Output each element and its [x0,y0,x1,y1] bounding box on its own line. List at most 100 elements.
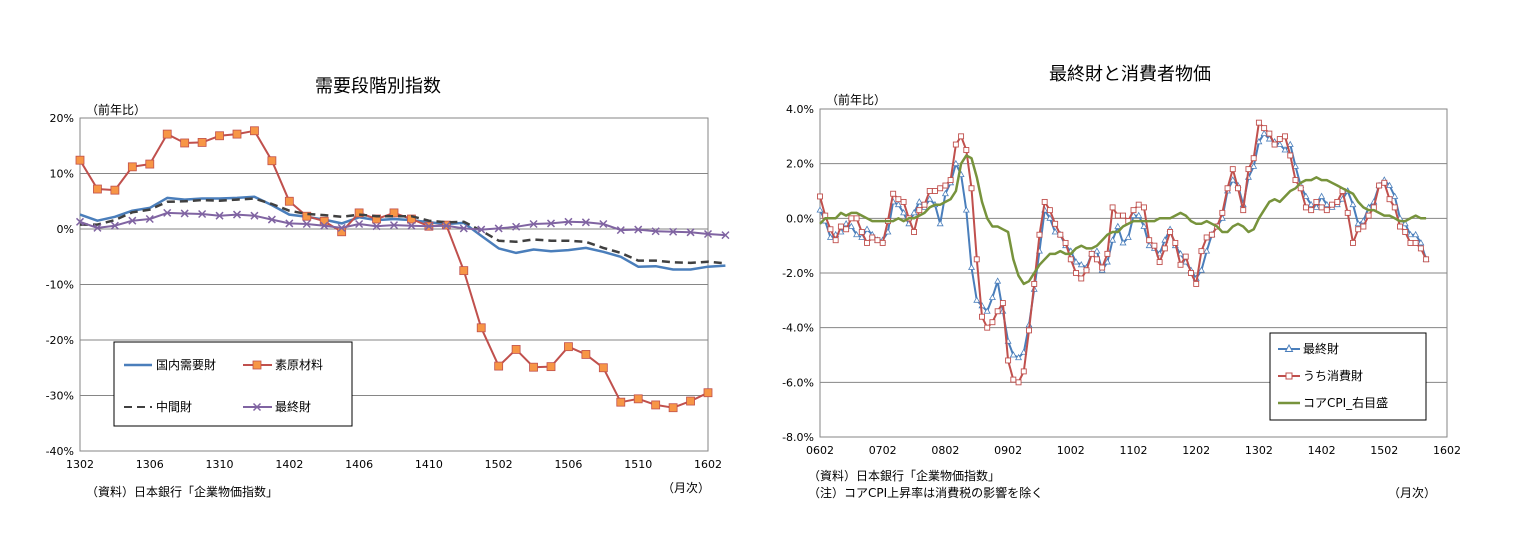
y-tick-label: 2.0% [786,158,814,171]
data-point [1078,275,1085,282]
data-point [817,193,823,200]
x-tick-label: 1302 [1245,444,1273,457]
data-point [1177,261,1184,268]
data-point [1188,270,1194,276]
data-point [1261,125,1268,132]
data-point [864,239,870,246]
data-point [1282,133,1288,140]
data-point [1208,231,1215,238]
data-point [215,131,224,141]
x-tick-label: 1510 [624,458,652,471]
data-point [529,362,538,372]
data-point [93,223,102,232]
left-chart: 需要段階別指数 （前年比） 20% 10% 0% -10% -20% -30% -40% 1… [46,76,730,499]
data-point [1073,270,1079,276]
data-point [952,141,959,148]
data-point [1229,176,1237,183]
data-point [1010,376,1017,383]
data-point [267,156,277,166]
series-0 [816,129,1430,361]
data-point [372,222,381,231]
right-footnote: （注）コアCPI上昇率は消費税の影響を除く [808,485,1043,500]
data-point [598,363,608,373]
y-tick-label: -20% [46,334,74,347]
y-tick-label: -6.0% [782,376,814,389]
data-point [616,397,626,407]
data-point [979,313,985,320]
data-point [1009,351,1017,358]
data-point [285,219,294,228]
data-point [546,362,556,372]
data-point [1313,198,1320,205]
data-point [1397,223,1403,230]
data-point [180,209,189,218]
data-point [1250,162,1258,169]
legend-label-intermediate: 中間財 [156,399,192,414]
x-tick-label: 1306 [136,458,164,471]
y-tick-label: 0% [57,223,74,236]
data-point [1052,220,1059,227]
data-point [232,129,242,139]
data-point [1271,141,1278,148]
data-point [994,308,1001,315]
x-tick-label: 1502 [1370,444,1398,457]
data-point [1323,207,1330,214]
data-point [999,300,1006,307]
data-point [511,345,521,354]
data-point [963,147,970,153]
legend-label-final-goods-r: 最終財 [1303,341,1339,356]
x-tick-label: 1102 [1120,444,1148,457]
y-tick-label: 10% [50,168,74,181]
data-point [1167,229,1174,235]
data-point [163,208,172,217]
data-point [721,231,730,240]
data-point [389,208,399,218]
left-legend: 国内需要財 素原材料 中間財 最終財 [113,341,353,427]
data-point [1312,203,1320,210]
data-point [941,189,949,197]
data-point [1109,236,1117,243]
data-point [1151,242,1158,249]
x-tick-label: 1402 [275,458,303,471]
data-point [459,224,468,233]
data-point [1260,129,1268,136]
data-point [1198,248,1205,255]
data-point [1255,119,1262,126]
data-point [284,196,294,206]
data-point [968,263,976,270]
x-tick-label: 1202 [1182,444,1210,457]
data-point [1349,239,1356,246]
data-point [1020,368,1027,375]
data-point [1354,219,1362,227]
data-point [816,206,824,213]
data-point [1072,258,1080,265]
data-point [1062,239,1069,246]
data-point [921,201,928,208]
data-point [354,208,364,218]
series-3 [75,208,730,240]
data-point [512,222,521,231]
data-point [1318,204,1325,211]
data-point [1145,241,1153,249]
data-point [1083,267,1090,274]
data-point [110,185,120,195]
data-point [1302,192,1310,199]
data-point [162,129,172,139]
data-point [476,323,486,333]
x-tick-label: 0702 [869,444,897,457]
legend-marker-final-goods [252,402,262,412]
data-point [1093,247,1101,254]
data-point [633,394,643,404]
x-tick-label: 0602 [806,444,834,457]
data-point [669,227,678,236]
data-point [477,225,486,234]
data-point [1365,212,1372,219]
data-point [847,222,855,229]
data-point [232,210,242,219]
series-2 [819,154,1427,286]
data-point [1344,209,1351,216]
data-point [1412,230,1420,238]
data-point [651,400,661,410]
y-tick-label: -10% [46,279,74,292]
data-point [337,223,346,232]
